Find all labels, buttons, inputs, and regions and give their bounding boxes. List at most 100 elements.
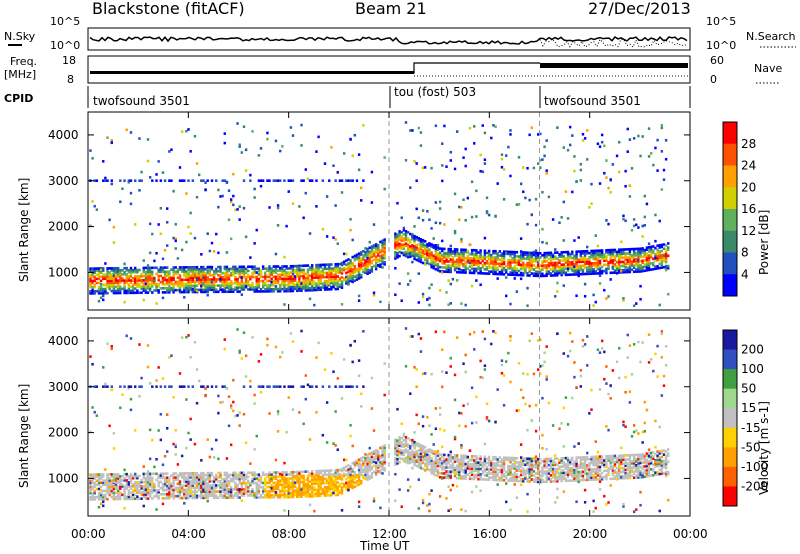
velocity-cell bbox=[161, 476, 165, 480]
power-cell bbox=[172, 282, 175, 286]
velocity-cell bbox=[336, 485, 339, 488]
power-cell bbox=[549, 263, 553, 267]
power-cell bbox=[464, 256, 467, 260]
power-cell bbox=[195, 274, 199, 277]
power-cell bbox=[464, 265, 467, 268]
power-cell bbox=[541, 240, 544, 244]
power-cell bbox=[325, 279, 329, 283]
power-cell bbox=[334, 238, 337, 241]
velocity-cell bbox=[236, 488, 239, 491]
power-cell bbox=[321, 275, 325, 279]
power-cell bbox=[505, 276, 508, 279]
velocity-cell bbox=[104, 468, 107, 471]
velocity-cell bbox=[193, 482, 197, 485]
power-cell bbox=[513, 252, 516, 256]
velocity-cell bbox=[355, 482, 359, 485]
power-cell bbox=[581, 270, 585, 274]
power-cell bbox=[204, 278, 207, 281]
power-cell bbox=[112, 277, 116, 280]
power-cell bbox=[473, 255, 476, 258]
power-cell bbox=[185, 284, 188, 288]
power-cell bbox=[272, 279, 276, 283]
power-cell bbox=[590, 255, 593, 259]
power-cell bbox=[291, 285, 295, 289]
power-cell bbox=[157, 291, 160, 294]
colorbar-swatch bbox=[723, 187, 737, 210]
velocity-cell bbox=[191, 478, 194, 481]
power-cell bbox=[613, 263, 617, 266]
power-cell bbox=[289, 287, 293, 291]
velocity-cell bbox=[206, 471, 209, 475]
power-cell bbox=[276, 289, 280, 293]
power-cell bbox=[298, 279, 301, 282]
power-cell bbox=[543, 255, 546, 259]
power-cell bbox=[409, 238, 412, 242]
power-cell bbox=[221, 271, 224, 275]
power-cell bbox=[409, 241, 412, 244]
power-cell bbox=[451, 256, 455, 259]
velocity-cell bbox=[323, 494, 327, 497]
power-cell bbox=[108, 285, 111, 289]
velocity-cell bbox=[238, 475, 241, 479]
power-cell bbox=[588, 272, 591, 276]
velocity-cell bbox=[202, 486, 205, 489]
velocity-cell bbox=[163, 484, 167, 488]
power-cell bbox=[430, 263, 433, 267]
velocity-cell bbox=[112, 495, 116, 499]
power-cell bbox=[622, 270, 625, 274]
velocity-cell bbox=[240, 473, 244, 477]
power-cell bbox=[197, 274, 201, 277]
power-cell bbox=[637, 226, 640, 229]
power-cell bbox=[428, 242, 431, 245]
power-cell bbox=[185, 286, 188, 290]
power-cell bbox=[138, 179, 141, 182]
velocity-cell bbox=[93, 495, 96, 499]
power-cell bbox=[106, 269, 109, 272]
velocity-cell bbox=[97, 487, 101, 491]
velocity-cell bbox=[283, 495, 286, 499]
power-cell bbox=[370, 247, 374, 250]
power-cell bbox=[296, 268, 299, 272]
velocity-cell bbox=[176, 490, 180, 494]
power-cell bbox=[575, 258, 578, 262]
power-cell bbox=[667, 242, 670, 245]
power-cell bbox=[300, 282, 303, 285]
power-cell bbox=[112, 285, 116, 289]
power-cell bbox=[475, 259, 478, 262]
power-cell bbox=[630, 256, 634, 259]
velocity-cell bbox=[142, 495, 145, 498]
power-cell bbox=[622, 214, 625, 218]
power-cell bbox=[321, 263, 325, 267]
power-cell bbox=[283, 289, 286, 293]
velocity-cell bbox=[131, 484, 135, 488]
power-cell bbox=[441, 253, 444, 257]
velocity-cell bbox=[330, 493, 333, 497]
power-cell bbox=[151, 179, 154, 182]
power-cell bbox=[449, 252, 452, 255]
power-cell bbox=[183, 274, 186, 277]
power-cell bbox=[170, 179, 173, 182]
velocity-cell bbox=[315, 385, 318, 388]
velocity-cell bbox=[123, 489, 126, 492]
power-cell bbox=[400, 299, 403, 303]
power-cell bbox=[377, 250, 380, 253]
velocity-cell bbox=[202, 473, 205, 477]
freq-label: Freq. bbox=[10, 55, 37, 68]
power-cell bbox=[445, 266, 448, 269]
power-cell bbox=[138, 285, 141, 288]
power-cell bbox=[283, 265, 286, 268]
power-cell bbox=[536, 266, 540, 269]
power-cell bbox=[620, 256, 623, 260]
power-cell bbox=[287, 179, 290, 182]
power-cell bbox=[249, 275, 252, 279]
power-cell bbox=[106, 279, 109, 283]
velocity-cell bbox=[176, 474, 180, 477]
velocity-cell bbox=[310, 495, 314, 498]
velocity-cell bbox=[360, 473, 363, 477]
power-cell bbox=[558, 261, 561, 265]
power-cell bbox=[643, 248, 646, 252]
power-cell bbox=[605, 269, 608, 273]
velocity-cell bbox=[242, 490, 246, 493]
velocity-cell bbox=[102, 479, 105, 482]
velocity-cell bbox=[112, 480, 116, 484]
